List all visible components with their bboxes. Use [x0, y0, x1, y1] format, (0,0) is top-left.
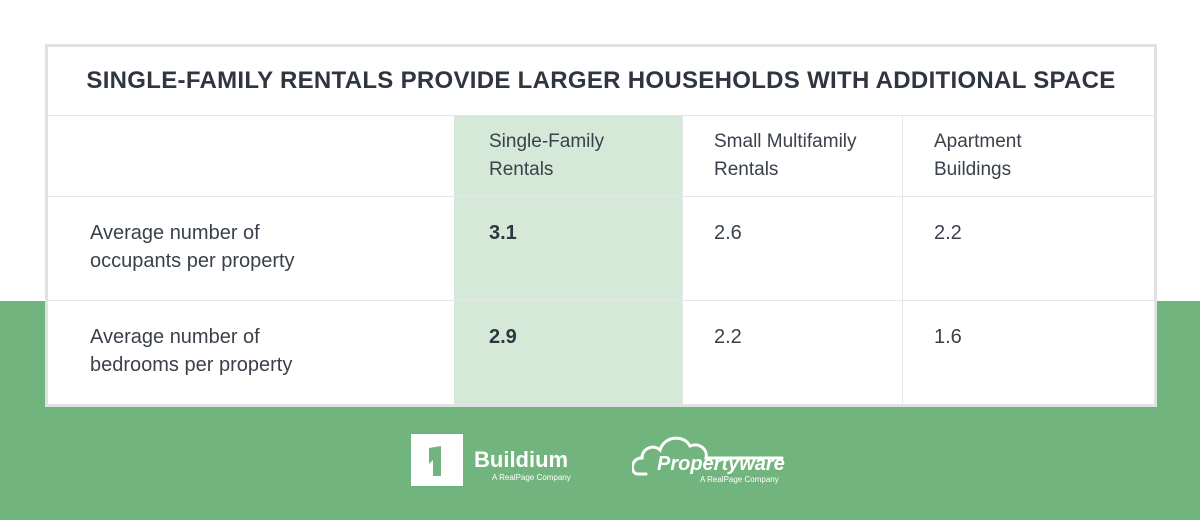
- column-divider: [902, 116, 903, 404]
- column-header-small-multifamily: Small Multifamily Rentals: [714, 128, 857, 184]
- row-divider: [48, 196, 1154, 197]
- propertyware-logo-name: Propertyware: [657, 453, 785, 475]
- buildium-logo-tagline: A RealPage Company: [492, 473, 571, 482]
- column-header-line: Buildings: [934, 159, 1012, 180]
- row-label-line: Average number of: [90, 326, 260, 348]
- footer-logos: Buildium A RealPage Company Propertyware…: [0, 430, 1200, 490]
- buildium-logo-icon: [411, 434, 463, 486]
- comparison-table: Single-Family Rentals Small Multifamily …: [48, 116, 1154, 404]
- row-label-line: Average number of: [90, 222, 260, 244]
- value-bedrooms-small-multifamily: 2.2: [714, 326, 742, 348]
- value-bedrooms-apartment: 1.6: [934, 326, 962, 348]
- row-label-line: bedrooms per property: [90, 354, 293, 376]
- table-title: SINGLE-FAMILY RENTALS PROVIDE LARGER HOU…: [48, 47, 1154, 116]
- row-label-bedrooms: Average number of bedrooms per property: [90, 323, 292, 379]
- row-label-occupants: Average number of occupants per property: [90, 219, 295, 275]
- column-divider: [682, 116, 683, 404]
- column-header-single-family: Single-Family Rentals: [489, 128, 604, 184]
- column-header-line: Rentals: [714, 159, 779, 180]
- propertyware-logo-tagline: A RealPage Company: [700, 475, 779, 484]
- value-bedrooms-single-family: 2.9: [489, 326, 517, 348]
- comparison-table-card: SINGLE-FAMILY RENTALS PROVIDE LARGER HOU…: [45, 44, 1157, 407]
- cloud-logo-icon: [631, 430, 792, 482]
- column-header-line: Single-Family: [489, 131, 605, 152]
- single-family-column-highlight: [454, 116, 682, 404]
- value-occupants-single-family: 3.1: [489, 222, 517, 244]
- column-header-line: Small Multifamily: [714, 131, 857, 152]
- value-occupants-apartment: 2.2: [934, 222, 962, 244]
- column-header-line: Apartment: [934, 131, 1022, 152]
- row-label-line: occupants per property: [90, 250, 295, 272]
- column-header-apartment-buildings: Apartment Buildings: [934, 128, 1022, 184]
- row-divider: [48, 300, 1154, 301]
- column-header-line: Rentals: [489, 159, 554, 180]
- buildium-logo-name: Buildium: [474, 447, 569, 472]
- value-occupants-small-multifamily: 2.6: [714, 222, 742, 244]
